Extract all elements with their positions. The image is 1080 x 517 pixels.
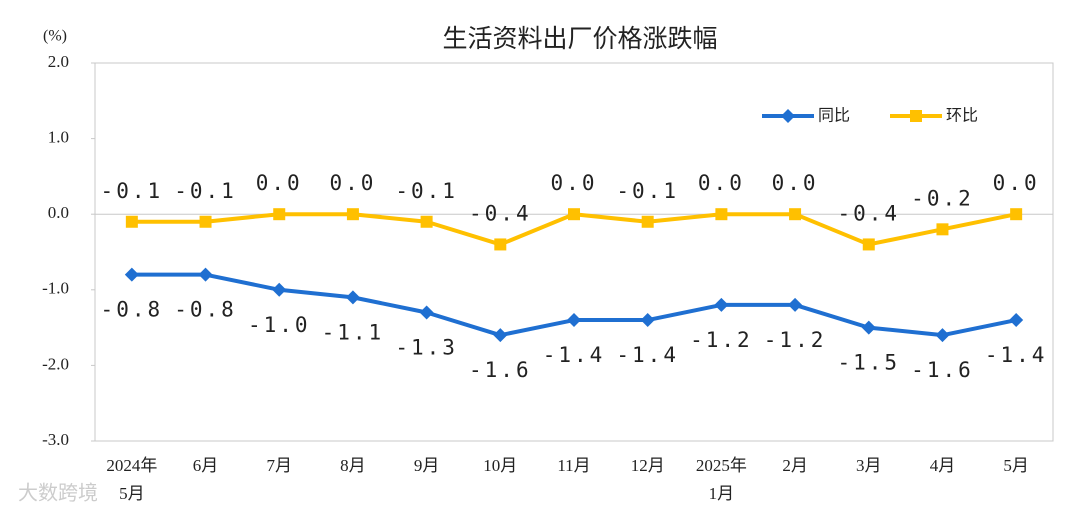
data-label: -0.1 (174, 179, 237, 203)
x-tick-label: 5月 (1003, 456, 1029, 475)
point (419, 305, 434, 320)
y-tick-label: -2.0 (42, 354, 69, 373)
point (420, 215, 433, 228)
watermark: 大数跨境 (18, 481, 98, 505)
data-label: -1.0 (248, 313, 311, 337)
point (936, 223, 949, 236)
data-label: -0.2 (911, 186, 974, 210)
legend-label: 环比 (946, 106, 978, 125)
y-tick-label: -3.0 (42, 430, 69, 449)
data-label: -1.6 (911, 358, 974, 382)
data-label: 0.0 (772, 171, 819, 195)
data-label: 0.0 (329, 171, 376, 195)
legend-label: 同比 (818, 106, 850, 125)
point (272, 282, 287, 297)
point (861, 320, 876, 335)
point (1009, 313, 1024, 328)
data-label: -0.8 (174, 298, 237, 322)
point (494, 238, 507, 251)
point (1010, 208, 1023, 221)
data-label: -0.1 (616, 179, 679, 203)
point (198, 267, 213, 282)
data-label: 0.0 (698, 171, 745, 195)
y-tick-label: 1.0 (48, 128, 69, 147)
data-label: -1.4 (543, 343, 606, 367)
x-tick-label: 3月 (856, 456, 882, 475)
data-label: -1.1 (322, 320, 385, 344)
point (862, 238, 875, 251)
x-tick-label: 10月 (483, 456, 518, 475)
x-tick-label: 2024年5月 (106, 456, 158, 503)
x-tick-label: 7月 (266, 456, 292, 475)
point (199, 215, 212, 228)
point (714, 297, 729, 312)
data-label: 0.0 (256, 171, 303, 195)
y-tick-label: 2.0 (48, 52, 69, 71)
plot-frame (94, 62, 1054, 442)
data-label: 0.0 (551, 171, 598, 195)
point (345, 290, 360, 305)
data-label: -1.3 (395, 335, 458, 359)
point (935, 328, 950, 343)
x-tick-label: 8月 (340, 456, 366, 475)
x-tick-label: 12月 (630, 456, 665, 475)
point (789, 208, 802, 221)
y-tick-label: -1.0 (42, 279, 69, 298)
x-tick-label: 2025年1月 (695, 456, 747, 503)
point (788, 297, 803, 312)
data-label: -1.4 (985, 343, 1048, 367)
data-label: -0.1 (101, 179, 164, 203)
x-tick-label: 4月 (929, 456, 956, 475)
data-label: -1.2 (764, 328, 827, 352)
x-tick-label: 9月 (413, 456, 440, 475)
x-tick-label: 6月 (192, 456, 219, 475)
chart-title: 生活资料出厂价格涨跌幅 (442, 24, 717, 53)
point (641, 215, 654, 228)
data-label: -1.6 (469, 358, 532, 382)
data-label: 0.0 (993, 171, 1040, 195)
data-label: -1.2 (690, 328, 753, 352)
y-unit: (%) (43, 28, 67, 45)
point (125, 215, 138, 228)
data-label: -0.8 (101, 298, 164, 322)
data-label: -0.4 (469, 201, 532, 225)
point (910, 110, 922, 122)
y-tick-label: 0.0 (48, 203, 69, 222)
point (346, 208, 359, 221)
point (273, 208, 286, 221)
data-label: -1.5 (837, 351, 900, 375)
point (493, 328, 508, 343)
x-tick-label: 11月 (557, 456, 591, 475)
point (568, 208, 580, 221)
data-label: -1.4 (616, 343, 679, 367)
point (124, 267, 139, 282)
data-label: -0.4 (837, 201, 900, 225)
point (715, 208, 728, 221)
point (640, 313, 655, 328)
point (567, 313, 581, 328)
point (781, 109, 795, 123)
data-label: -0.1 (395, 179, 458, 203)
x-tick-label: 2月 (782, 456, 808, 475)
